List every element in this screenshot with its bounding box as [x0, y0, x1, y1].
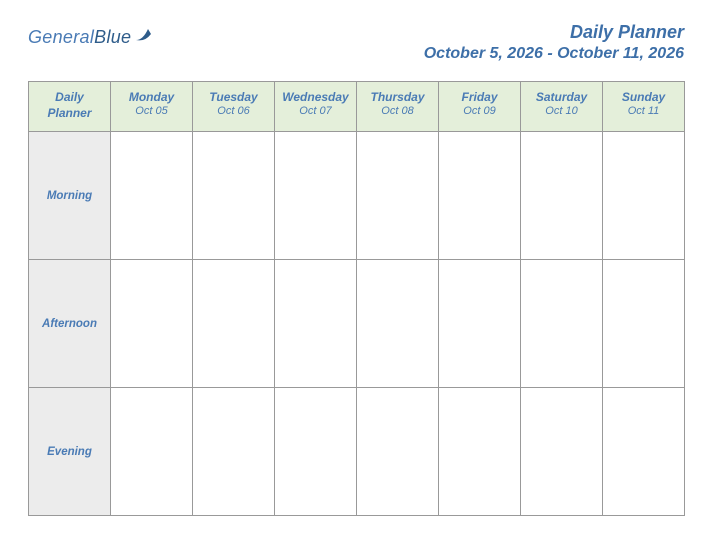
cell-morning-mon[interactable] — [111, 132, 193, 260]
logo-swoosh-icon — [135, 26, 155, 49]
day-header-tuesday: TuesdayOct 06 — [193, 82, 275, 132]
day-name: Saturday — [525, 90, 598, 104]
day-date: Oct 05 — [115, 105, 188, 117]
cell-morning-sun[interactable] — [603, 132, 685, 260]
cell-afternoon-fri[interactable] — [439, 260, 521, 388]
day-header-thursday: ThursdayOct 08 — [357, 82, 439, 132]
cell-morning-thu[interactable] — [357, 132, 439, 260]
header-row-days: Daily Planner MondayOct 05 TuesdayOct 06… — [29, 82, 685, 132]
cell-evening-fri[interactable] — [439, 388, 521, 516]
logo-word-general: General — [28, 27, 94, 47]
title-block: Daily Planner October 5, 2026 - October … — [424, 22, 684, 63]
cell-evening-sun[interactable] — [603, 388, 685, 516]
period-label-evening: Evening — [29, 388, 111, 516]
cell-afternoon-sat[interactable] — [521, 260, 603, 388]
cell-afternoon-sun[interactable] — [603, 260, 685, 388]
cell-afternoon-wed[interactable] — [275, 260, 357, 388]
day-name: Tuesday — [197, 90, 270, 104]
page-title: Daily Planner — [424, 22, 684, 43]
day-name: Wednesday — [279, 90, 352, 104]
day-date: Oct 06 — [197, 105, 270, 117]
header-row: GeneralBlue Daily Planner October 5, 202… — [28, 22, 684, 63]
corner-cell: Daily Planner — [29, 82, 111, 132]
table-row-morning: Morning — [29, 132, 685, 260]
cell-afternoon-mon[interactable] — [111, 260, 193, 388]
cell-evening-sat[interactable] — [521, 388, 603, 516]
page-date-range: October 5, 2026 - October 11, 2026 — [424, 45, 684, 63]
cell-evening-wed[interactable] — [275, 388, 357, 516]
cell-morning-tue[interactable] — [193, 132, 275, 260]
logo: GeneralBlue — [28, 22, 155, 49]
day-name: Thursday — [361, 90, 434, 104]
day-name: Sunday — [607, 90, 680, 104]
period-label-afternoon: Afternoon — [29, 260, 111, 388]
logo-word-blue: Blue — [94, 27, 131, 47]
cell-morning-sat[interactable] — [521, 132, 603, 260]
day-date: Oct 08 — [361, 105, 434, 117]
cell-evening-thu[interactable] — [357, 388, 439, 516]
period-label-morning: Morning — [29, 132, 111, 260]
cell-evening-mon[interactable] — [111, 388, 193, 516]
day-header-sunday: SundayOct 11 — [603, 82, 685, 132]
cell-morning-fri[interactable] — [439, 132, 521, 260]
cell-morning-wed[interactable] — [275, 132, 357, 260]
planner-table: Daily Planner MondayOct 05 TuesdayOct 06… — [28, 81, 685, 516]
cell-afternoon-tue[interactable] — [193, 260, 275, 388]
table-row-afternoon: Afternoon — [29, 260, 685, 388]
logo-text: GeneralBlue — [28, 27, 131, 48]
day-header-monday: MondayOct 05 — [111, 82, 193, 132]
day-name: Friday — [443, 90, 516, 104]
table-row-evening: Evening — [29, 388, 685, 516]
day-date: Oct 07 — [279, 105, 352, 117]
day-header-saturday: SaturdayOct 10 — [521, 82, 603, 132]
corner-label: Daily Planner — [47, 90, 91, 120]
day-date: Oct 11 — [607, 105, 680, 117]
day-name: Monday — [115, 90, 188, 104]
day-header-friday: FridayOct 09 — [439, 82, 521, 132]
day-date: Oct 10 — [525, 105, 598, 117]
day-date: Oct 09 — [443, 105, 516, 117]
day-header-wednesday: WednesdayOct 07 — [275, 82, 357, 132]
cell-afternoon-thu[interactable] — [357, 260, 439, 388]
cell-evening-tue[interactable] — [193, 388, 275, 516]
